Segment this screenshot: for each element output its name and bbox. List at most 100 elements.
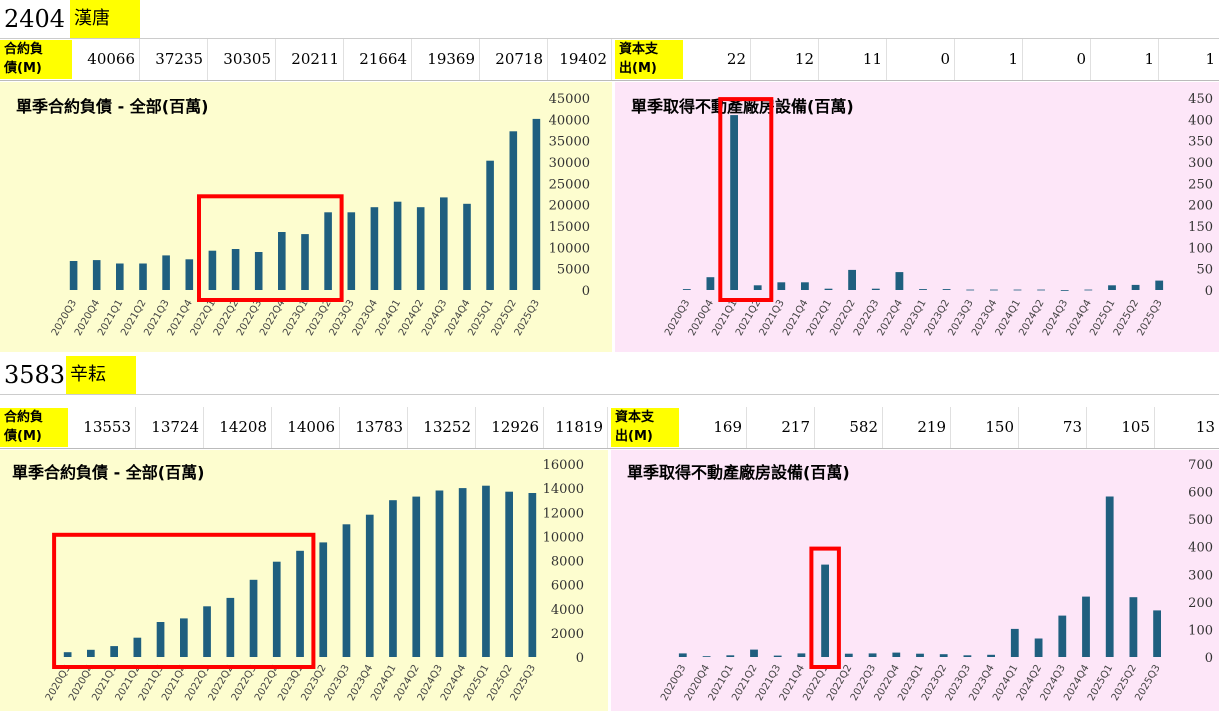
bar (370, 207, 379, 290)
bar (63, 652, 72, 657)
capex-value: 13 (1195, 418, 1215, 436)
y-tick-label: 45000 (549, 92, 590, 107)
bar (919, 289, 927, 290)
bar (1129, 597, 1138, 657)
bar (871, 288, 880, 290)
y-tick-label: 0 (576, 651, 584, 666)
contract-liability-chart-2404: 單季合約負債 - 全部(百萬) 0 5000 10000 15000 20000 25000… (0, 82, 612, 352)
y-tick-label: 4000 (551, 603, 584, 618)
highlight-box (809, 546, 841, 669)
contract-liability-chart-3583: 單季合約負債 - 全部(百萬) 0 2000 4000 6000 8000 10000 120… (0, 450, 608, 711)
y-tick-label: 300 (1188, 156, 1213, 171)
bar (139, 263, 147, 290)
capex-value: 217 (747, 407, 815, 448)
bar (895, 272, 904, 290)
bar (347, 212, 356, 290)
capex-value: 219 (883, 407, 951, 448)
capex-value: 150 (951, 407, 1019, 448)
bar (916, 653, 924, 657)
y-tick-label: 200 (1188, 596, 1213, 611)
capex-label: 資本支 出(M) (611, 408, 679, 447)
contract-value: 13724 (136, 407, 204, 448)
contract-value: 19402 (548, 39, 612, 80)
y-tick-label: 600 (1188, 486, 1213, 501)
bar (110, 646, 118, 657)
bar (777, 282, 786, 290)
bar (180, 618, 188, 657)
bar (458, 488, 467, 657)
chart-background (615, 82, 1219, 352)
y-tick-label: 150 (1188, 220, 1213, 235)
y-tick-label: 2000 (551, 627, 584, 642)
bar (226, 597, 235, 657)
bar (208, 250, 217, 290)
bar (278, 232, 286, 290)
bar (1037, 289, 1045, 291)
bar (301, 234, 309, 290)
y-tick-label: 500 (1188, 513, 1213, 528)
chart-title: 單季合約負債 - 全部(百萬) (12, 463, 204, 482)
bar (231, 249, 240, 290)
stock-header-row: 2404 漢唐 (0, 0, 1219, 39)
capex-value: 105 (1087, 407, 1155, 448)
bar (1105, 496, 1114, 657)
bar (1084, 289, 1093, 291)
bar (966, 289, 975, 291)
capex-label: 資本支 出(M) (615, 40, 683, 79)
bar (848, 269, 856, 290)
ppe-acquisition-chart-2404: 單季取得不動產廠房設備(百萬) 0 50 100 150 200 250 300 350 400 4… (615, 82, 1219, 352)
highlight-box (52, 532, 316, 669)
contract-value: 13553 (68, 407, 136, 448)
y-tick-label: 25000 (549, 177, 590, 192)
y-tick-label: 15000 (549, 220, 590, 235)
bar (342, 524, 351, 657)
bar (185, 259, 194, 290)
y-tick-label: 5000 (557, 263, 590, 278)
y-tick-label: 8000 (551, 555, 584, 570)
y-tick-label: 10000 (543, 530, 584, 545)
bar (797, 653, 806, 657)
bar (801, 282, 809, 290)
bar (726, 655, 735, 657)
capex-value: 582 (815, 407, 883, 448)
contract-liability-label: 合約負 債(M) (0, 408, 68, 447)
contract-value: 13252 (408, 407, 476, 448)
bar (162, 255, 170, 290)
bar (509, 131, 518, 290)
y-tick-label: 35000 (549, 135, 590, 150)
contract-value: 20718 (480, 39, 548, 80)
y-tick-label: 6000 (551, 579, 584, 594)
stock-name: 漢唐 (70, 0, 140, 38)
bar (702, 656, 711, 657)
chart-title: 單季取得不動產廠房設備(百萬) (631, 97, 854, 116)
chart-title: 單季合約負債 - 全部(百萬) (16, 97, 208, 116)
contract-value: 40066 (72, 39, 140, 80)
bar (1058, 615, 1067, 657)
ppe-acquisition-chart-3583: 單季取得不動產廠房設備(百萬) 0 100 200 300 400 500 600 700 202… (611, 450, 1219, 711)
bar (892, 652, 901, 657)
capex-value: 12 (751, 39, 819, 80)
highlight-box (197, 194, 344, 302)
contract-value: 21664 (344, 39, 412, 80)
contract-value: 13783 (340, 407, 408, 448)
y-tick-label: 14000 (543, 482, 584, 497)
capex-value: 0 (887, 39, 955, 80)
bar (435, 490, 444, 657)
bar (505, 491, 513, 657)
bar (821, 564, 829, 657)
bar (939, 654, 948, 657)
bar (1034, 638, 1043, 657)
contract-value: 11819 (544, 407, 608, 448)
bar (365, 514, 374, 657)
contract-value: 37235 (140, 39, 208, 80)
y-tick-label: 0 (582, 284, 590, 299)
bar (69, 261, 78, 290)
bar (203, 606, 211, 657)
bar (730, 115, 738, 290)
capex-value: 0 (1023, 39, 1091, 80)
y-tick-label: 12000 (543, 506, 584, 521)
bar (987, 654, 995, 657)
y-tick-label: 10000 (549, 241, 590, 256)
bar (319, 542, 328, 657)
capex-value: 73 (1019, 407, 1087, 448)
